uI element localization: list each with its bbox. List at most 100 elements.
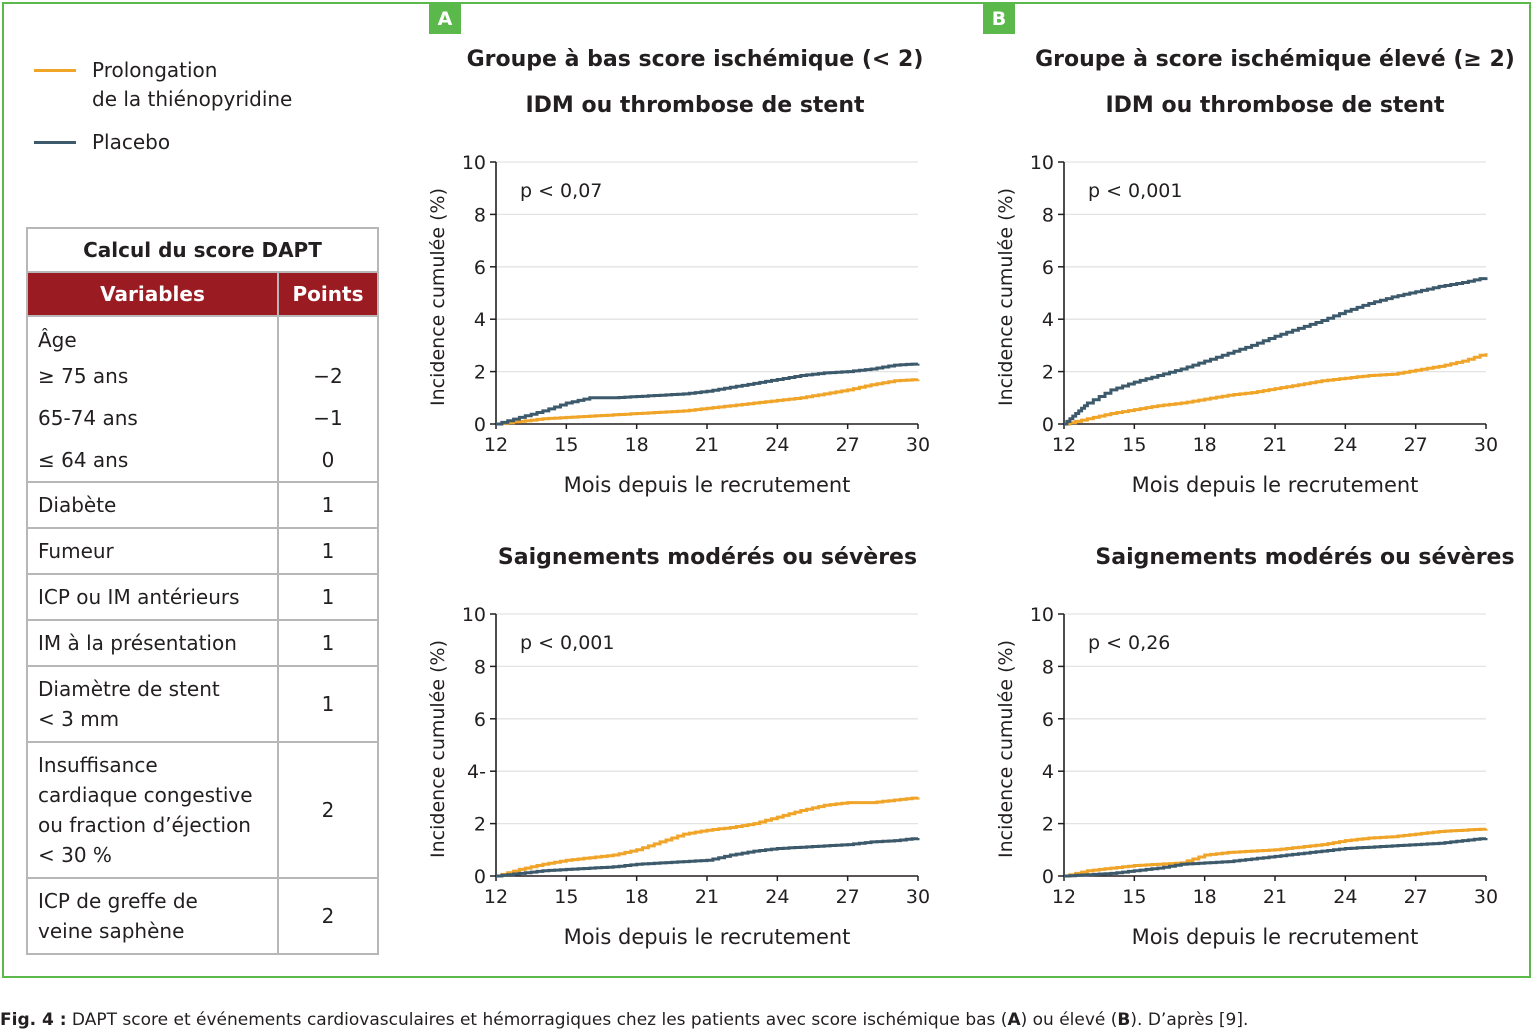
legend-swatch-orange <box>34 69 76 72</box>
series-line-prolongation <box>1064 353 1488 426</box>
x-tick-label: 27 <box>836 434 860 456</box>
y-axis-label: Incidence cumulée (%) <box>995 640 1017 858</box>
table-cell-points: 1 <box>277 481 379 529</box>
x-tick-label: 30 <box>906 434 930 456</box>
y-tick-label: 10 <box>1030 604 1054 626</box>
x-tick-label: 12 <box>484 434 508 456</box>
title-b-bottom: Saignements modérés ou sévères <box>1095 545 1515 570</box>
y-tick-label: 10 <box>462 604 486 626</box>
y-tick-label: 6 <box>474 709 486 731</box>
y-tick-label: 8 <box>1042 656 1054 678</box>
y-tick-label: 8 <box>474 656 486 678</box>
title-a-top: IDM ou thrombose de stent <box>525 93 865 118</box>
dapt-score-table: Calcul du score DAPT Variables Points Âg… <box>26 227 379 955</box>
x-tick-label: 15 <box>554 434 578 456</box>
table-cell-variable: ICP de greffe de veine saphène <box>26 877 279 955</box>
table-cell-points: 0 <box>277 439 379 482</box>
y-tick-label: 8 <box>474 204 486 226</box>
x-tick-label: 15 <box>1122 434 1146 456</box>
title-b-top: IDM ou thrombose de stent <box>1105 93 1445 118</box>
y-tick-label: 0 <box>474 414 486 436</box>
x-axis-label: Mois depuis le recrutement <box>564 473 851 497</box>
figure-caption: Fig. 4 : DAPT score et événements cardio… <box>0 1010 1248 1030</box>
x-tick-label: 18 <box>625 886 649 908</box>
y-tick-label: 4 <box>1042 309 1054 331</box>
caption-end: ). D’après [9]. <box>1130 1010 1249 1030</box>
x-tick-label: 30 <box>1474 434 1498 456</box>
series-line-prolongation <box>496 378 920 426</box>
x-tick-label: 27 <box>1404 886 1428 908</box>
y-tick-label: 4- <box>467 761 486 783</box>
table-cell-variable: Diamètre de stent < 3 mm <box>26 665 279 743</box>
title-group-b: Groupe à score ischémique élevé (≥ 2) <box>1035 47 1515 72</box>
x-tick-label: 18 <box>1193 886 1217 908</box>
table-cell-points: −1 <box>277 397 379 439</box>
chart-a-bleeding: 0 2 4- 6 8 10 12 15 18 21 24 27 30 Mois depuis le rec… <box>427 604 930 949</box>
table-header-variables: Variables <box>26 271 279 317</box>
panel-tag-b: B <box>983 4 1015 34</box>
x-tick-label: 21 <box>1263 886 1287 908</box>
x-tick-label: 12 <box>1052 434 1076 456</box>
y-tick-label: 0 <box>1042 414 1054 436</box>
y-tick-label: 4 <box>474 309 486 331</box>
y-tick-label: 2 <box>474 362 486 384</box>
table-cell-points: 2 <box>277 741 379 879</box>
x-tick-label: 21 <box>695 886 719 908</box>
x-tick-label: 18 <box>1193 434 1217 456</box>
x-tick-label: 15 <box>554 886 578 908</box>
series-line-placebo <box>1064 277 1488 426</box>
table-cell-points: 1 <box>277 573 379 621</box>
table-cell-variable: ≤ 64 ans <box>26 439 279 482</box>
x-axis-label: Mois depuis le recrutement <box>564 925 851 949</box>
table-cell-variable: ICP ou IM antérieurs <box>26 573 279 621</box>
table-cell-variable: Fumeur <box>26 527 279 575</box>
figure-frame <box>2 2 1531 978</box>
legend: Prolongation de la thiénopyridine Placeb… <box>34 56 292 171</box>
x-tick-label: 30 <box>1474 886 1498 908</box>
x-tick-label: 12 <box>1052 886 1076 908</box>
caption-a: A <box>1007 1010 1021 1030</box>
x-tick-label: 27 <box>836 886 860 908</box>
series-line-placebo <box>496 837 920 878</box>
table-cell-points: 2 <box>277 877 379 955</box>
x-axis-label: Mois depuis le recrutement <box>1132 473 1419 497</box>
legend-label: Placebo <box>92 130 171 154</box>
y-tick-label: 6 <box>1042 257 1054 279</box>
table-cell-points: −2 <box>277 355 379 397</box>
y-tick-label: 6 <box>474 257 486 279</box>
x-axis-label: Mois depuis le recrutement <box>1132 925 1419 949</box>
series-line-prolongation <box>496 796 920 878</box>
caption-b: B <box>1117 1010 1131 1030</box>
x-tick-label: 24 <box>1333 886 1357 908</box>
p-value-label: p < 0,001 <box>520 632 614 654</box>
legend-swatch-blue <box>34 141 76 144</box>
legend-label: Prolongation <box>92 58 218 82</box>
y-tick-label: 10 <box>1030 152 1054 174</box>
x-tick-label: 24 <box>765 886 789 908</box>
table-cell-points: 1 <box>277 527 379 575</box>
legend-item-placebo: Placebo <box>34 128 292 157</box>
x-tick-label: 24 <box>765 434 789 456</box>
series-line-prolongation <box>1064 827 1488 878</box>
table-cell-variable: 65-74 ans <box>26 397 279 439</box>
table-cell-points: 1 <box>277 619 379 667</box>
title-group-a: Groupe à bas score ischémique (< 2) <box>466 47 924 72</box>
table-cell-variable: ≥ 75 ans <box>26 355 279 397</box>
table-cell-variable: IM à la présentation <box>26 619 279 667</box>
x-tick-label: 21 <box>1263 434 1287 456</box>
x-tick-label: 24 <box>1333 434 1357 456</box>
legend-label: de la thiénopyridine <box>92 87 293 111</box>
table-cell-variable: Diabète <box>26 481 279 529</box>
series-line-placebo <box>1064 837 1488 878</box>
table-caption: Calcul du score DAPT <box>26 227 379 273</box>
y-tick-label: 8 <box>1042 204 1054 226</box>
x-tick-label: 15 <box>1122 886 1146 908</box>
y-axis-label: Incidence cumulée (%) <box>995 188 1017 406</box>
legend-item-prolongation: Prolongation de la thiénopyridine <box>34 56 292 114</box>
series-line-placebo <box>496 362 920 426</box>
y-tick-label: 0 <box>1042 866 1054 888</box>
x-tick-label: 12 <box>484 886 508 908</box>
y-tick-label: 10 <box>462 152 486 174</box>
